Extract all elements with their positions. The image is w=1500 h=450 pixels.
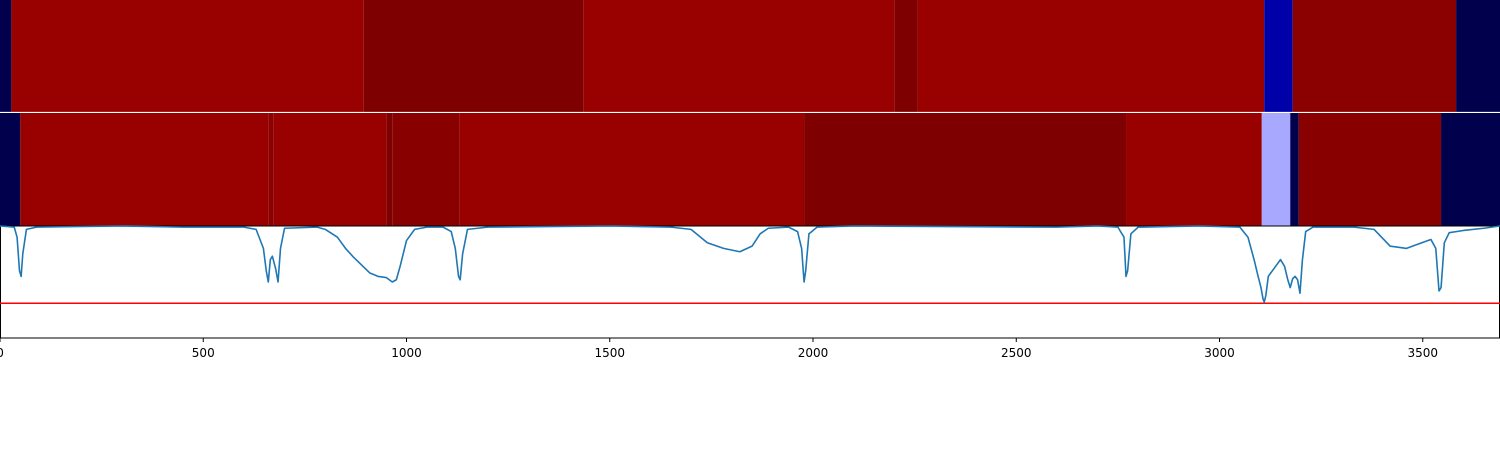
x-tick-label: 3500 [1407,346,1438,360]
heatmap-segment [459,113,805,226]
x-tick-label: 0 [0,346,4,360]
heatmap-segment [386,113,393,226]
x-tick-label: 3000 [1204,346,1235,360]
x-tick-label: 500 [192,346,215,360]
heatmap-segment [1441,113,1500,226]
heatmap-segment [1292,0,1457,112]
heatmap-segment [273,113,387,226]
heatmap-segment [0,113,21,226]
heatmap-segment [917,0,1265,112]
x-tick-label: 2000 [798,346,829,360]
heatmap-segment [392,113,460,226]
heatmap-segment [20,113,269,226]
heatmap-segment [1290,113,1299,226]
heatmap-segment [894,0,918,112]
x-tick-label: 1500 [594,346,625,360]
heatmap-segment [11,0,364,112]
x-tick-label: 2500 [1001,346,1032,360]
heatmap-segment [1456,0,1500,112]
heatmap-segment [0,0,12,112]
heatmap-strip-top [0,0,1500,114]
series-line [0,225,1500,303]
heatmap-segment [583,0,895,112]
heatmap-segment [1264,0,1293,112]
heatmap-segment [1126,113,1262,226]
heatmap-segment [268,113,274,226]
heatmap-strip-bottom [0,113,1500,226]
heatmap-segment [804,113,1127,226]
x-axis: 0 500 1000 1500 2000 2500 3000 3500 [0,337,1500,360]
x-tick-label: 1000 [391,346,422,360]
heatmap-segment [1261,113,1291,226]
heatmap-segment [1298,113,1442,226]
heatmap-segment [363,0,584,112]
